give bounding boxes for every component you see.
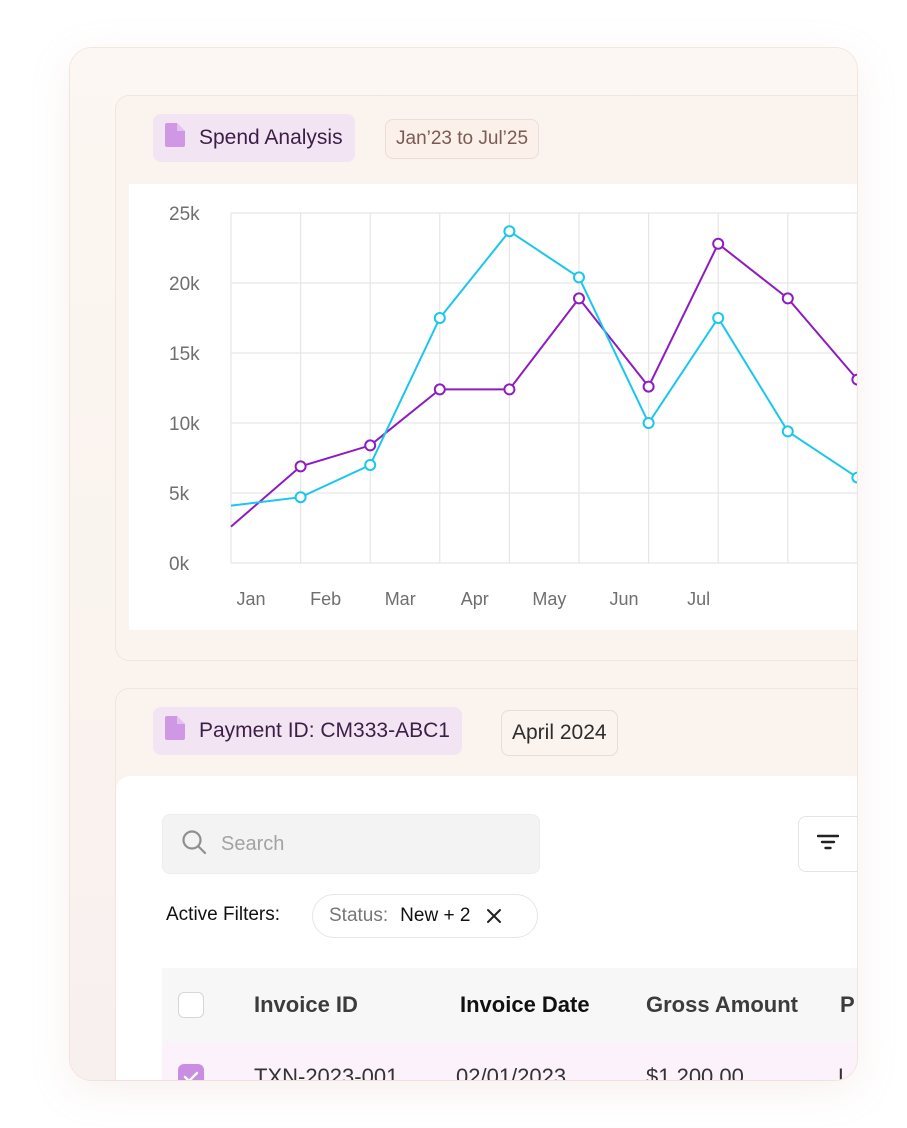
x-tick-label: Jul bbox=[687, 589, 710, 609]
document-icon bbox=[165, 716, 185, 746]
data-point bbox=[294, 460, 307, 473]
data-point bbox=[712, 312, 725, 324]
row-checkbox[interactable] bbox=[178, 1064, 204, 1080]
chart-panel: 0k 5k 10k 15k 20k 25k Jan Feb Mar Apr May Jun Jul bbox=[129, 184, 857, 630]
y-tick-label: 5k bbox=[169, 484, 190, 505]
x-tick-label: Jun bbox=[609, 589, 638, 609]
filter-value: New + 2 bbox=[400, 905, 471, 926]
date-range-badge: Jan’23 to Jul’25 bbox=[385, 119, 540, 159]
search-input[interactable] bbox=[219, 831, 523, 857]
document-icon bbox=[165, 123, 185, 153]
column-gross-amount[interactable]: Gross Amount bbox=[646, 992, 798, 1017]
month-badge: April 2024 bbox=[501, 710, 618, 756]
column-p[interactable]: P bbox=[840, 992, 855, 1017]
check-icon bbox=[183, 1071, 199, 1080]
spend-line-chart: 0k 5k 10k 15k 20k 25k Jan Feb Mar Apr May Jun Jul bbox=[169, 204, 857, 609]
filter-key: Status: bbox=[329, 905, 389, 926]
data-point bbox=[573, 292, 585, 305]
cell-invoice-date: 02/01/2023 bbox=[456, 1064, 567, 1080]
cell-p: L bbox=[838, 1064, 851, 1080]
data-point bbox=[294, 491, 307, 504]
y-tick-label: 10k bbox=[169, 414, 200, 435]
series-line-1 bbox=[230, 242, 857, 528]
data-point bbox=[851, 373, 857, 386]
data-point bbox=[364, 439, 377, 452]
y-tick-label: 25k bbox=[169, 204, 200, 225]
filter-button[interactable] bbox=[798, 816, 857, 872]
close-icon[interactable] bbox=[486, 908, 502, 924]
data-point bbox=[642, 380, 655, 393]
search-box[interactable] bbox=[162, 814, 540, 874]
payment-id-chip: Payment ID: CM333-ABC1 bbox=[153, 707, 462, 755]
data-point bbox=[851, 471, 857, 484]
spend-analysis-title: Spend Analysis bbox=[199, 126, 343, 149]
data-point bbox=[642, 417, 655, 429]
data-point bbox=[781, 292, 794, 305]
data-point bbox=[503, 225, 516, 238]
data-point bbox=[781, 425, 794, 438]
data-point bbox=[364, 459, 377, 471]
spend-analysis-chip: Spend Analysis bbox=[153, 114, 355, 162]
select-all-checkbox[interactable] bbox=[178, 992, 204, 1018]
data-point bbox=[503, 383, 516, 396]
data-point bbox=[573, 271, 585, 284]
data-point bbox=[433, 312, 446, 324]
table-row[interactable]: TXN-2023-001 02/01/2023 $1,200.00 L bbox=[162, 1042, 857, 1080]
column-invoice-id[interactable]: Invoice ID bbox=[254, 992, 358, 1017]
x-tick-label: Mar bbox=[385, 589, 416, 609]
x-tick-label: Jan bbox=[236, 589, 265, 609]
data-point bbox=[712, 237, 725, 250]
y-tick-label: 20k bbox=[169, 274, 200, 295]
payment-id-title: Payment ID: CM333-ABC1 bbox=[199, 719, 450, 742]
table-header: Invoice ID Invoice Date Gross Amount P bbox=[162, 968, 857, 1042]
data-point bbox=[433, 383, 446, 396]
y-tick-label: 0k bbox=[169, 554, 190, 575]
payment-card: Payment ID: CM333-ABC1 April 2024 bbox=[115, 688, 857, 1080]
filter-icon bbox=[816, 833, 840, 856]
spend-analysis-card: Spend Analysis Jan’23 to Jul’25 0k 5k 10k 1… bbox=[115, 95, 857, 661]
cell-invoice-id: TXN-2023-001 bbox=[254, 1064, 399, 1080]
column-invoice-date[interactable]: Invoice Date bbox=[460, 992, 590, 1017]
cell-gross-amount: $1,200.00 bbox=[646, 1064, 744, 1080]
active-filters-label: Active Filters: bbox=[166, 904, 281, 925]
series-line-2 bbox=[230, 229, 857, 507]
x-tick-label: May bbox=[532, 589, 566, 609]
app-frame: Spend Analysis Jan’23 to Jul’25 0k 5k 10k 1… bbox=[70, 48, 857, 1080]
invoice-table-panel: Active Filters: Status: New + 2 Invoice … bbox=[116, 776, 857, 1080]
x-tick-label: Apr bbox=[461, 589, 489, 609]
y-tick-label: 15k bbox=[169, 344, 200, 365]
status-filter-pill: Status: New + 2 bbox=[312, 894, 538, 938]
search-icon bbox=[181, 829, 207, 860]
x-tick-label: Feb bbox=[310, 589, 341, 609]
